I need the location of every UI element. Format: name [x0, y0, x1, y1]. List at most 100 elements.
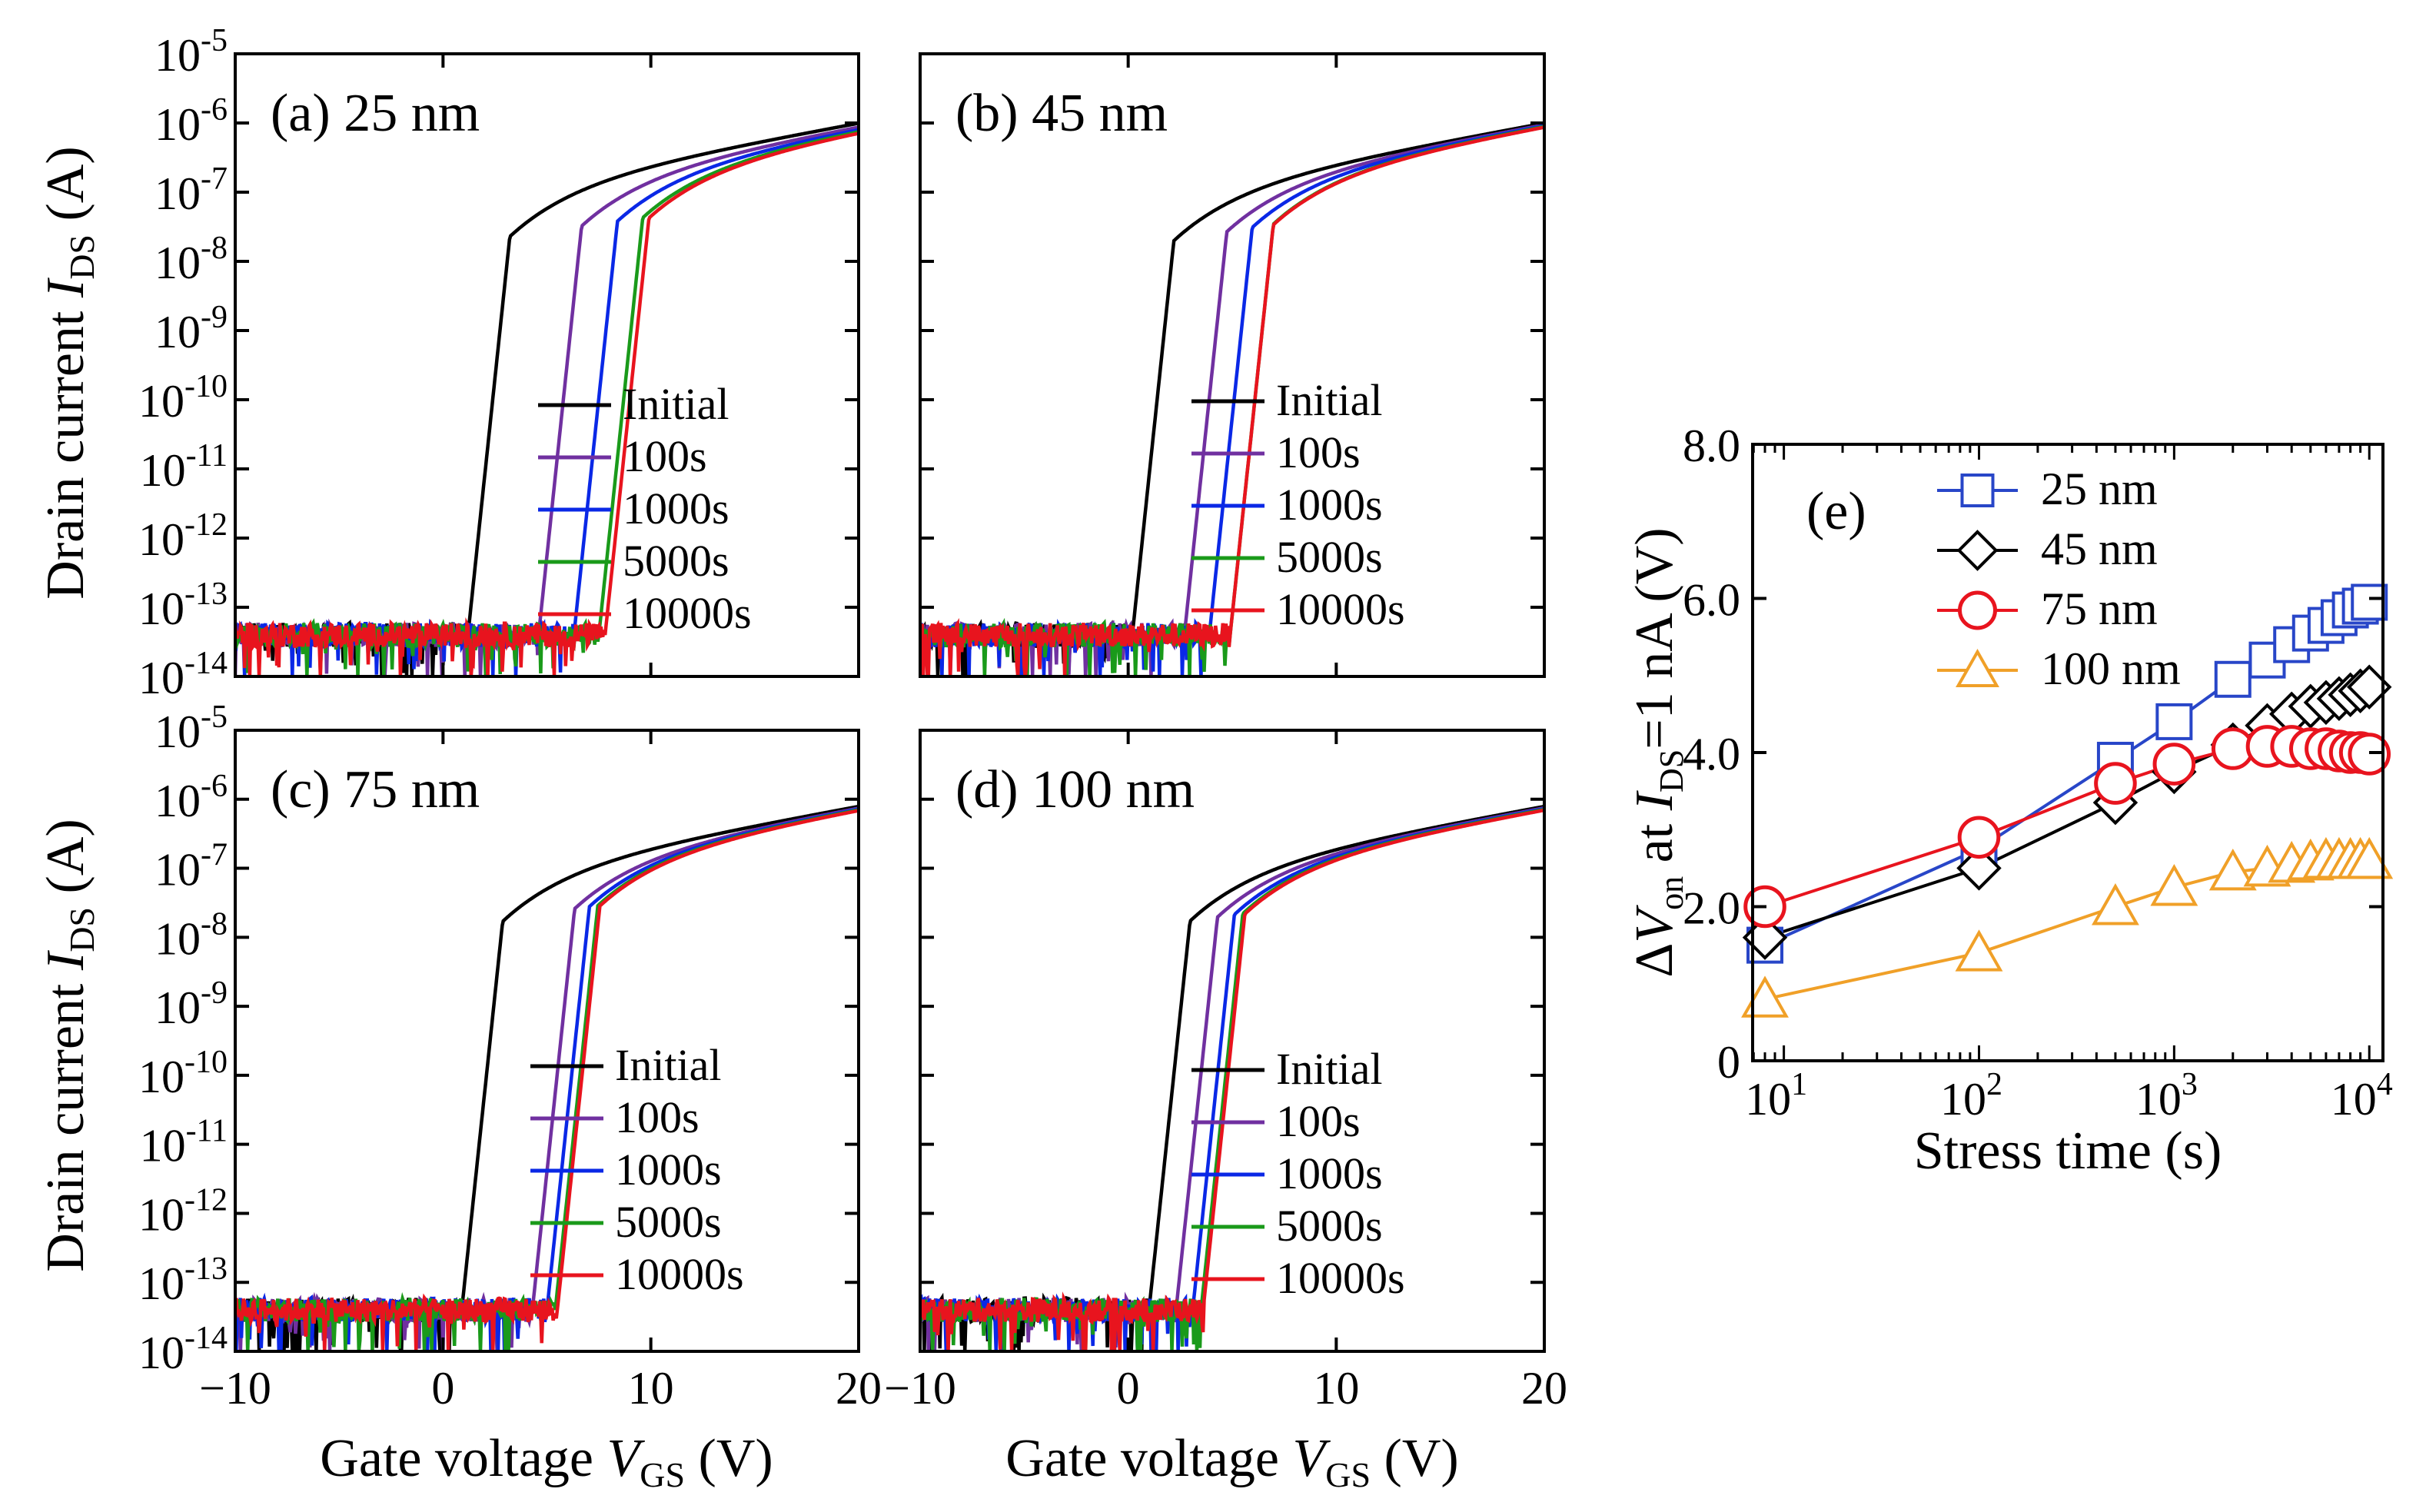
- panel-c: 10-14 10-13 10-12 10-11 10-10 10-9 10-8 10-7 10-…: [138, 700, 882, 1414]
- ylabel-bottom-group: Drain current IDS (A): [36, 819, 101, 1271]
- y-tick-label: 10-11: [140, 1114, 228, 1171]
- y-tick-label: 10-9: [155, 300, 228, 357]
- legend-label: Initial: [1276, 1044, 1383, 1094]
- y-tick-label: 10-10: [138, 1045, 228, 1102]
- legend-label: 100s: [1276, 1096, 1361, 1146]
- x-tick-label: 104: [2331, 1067, 2393, 1125]
- y-tick-label: 10-6: [155, 92, 228, 150]
- plot-frame: [919, 52, 1546, 678]
- legend-marker: [1958, 590, 1997, 630]
- y-tick-label: 10-11: [140, 438, 228, 496]
- x-tick-label: 20: [836, 1363, 882, 1414]
- y-tick-label: 2.0: [1683, 883, 1740, 934]
- panel-title: (c) 75 nm: [271, 760, 480, 819]
- data-point-100 nm: [1741, 975, 1789, 1018]
- curve-1000s: [235, 128, 859, 676]
- legend-marker: [1956, 648, 1999, 687]
- panel-title: (b) 45 nm: [955, 84, 1168, 143]
- panel-d: −10 0 10 20 (d) 100 nm Initial100s1000s5000s1…: [884, 729, 1567, 1414]
- legend-label: 100s: [623, 431, 707, 481]
- data-point-45 nm: [1956, 846, 2002, 891]
- data-point-100 nm: [2208, 848, 2257, 891]
- legend-label: 5000s: [1276, 532, 1383, 582]
- curve-5000s: [235, 808, 859, 1351]
- legend-label: Initial: [1276, 375, 1383, 425]
- legend-label: 1000s: [1276, 1148, 1383, 1198]
- legend-label: 1000s: [615, 1145, 722, 1195]
- data-point-75 nm: [1957, 816, 2001, 859]
- legend-label: 45 nm: [2041, 523, 2158, 574]
- x-tick-label: 10: [628, 1363, 674, 1414]
- legend-label: 100s: [615, 1092, 700, 1142]
- y-tick-label: 10-13: [138, 577, 228, 634]
- data-point-75 nm: [2094, 762, 2137, 805]
- data-point-100 nm: [2150, 863, 2198, 906]
- x-tick-label: −10: [199, 1363, 271, 1414]
- curve-Initial: [235, 121, 859, 676]
- curve-10000s: [920, 808, 1544, 1351]
- legend-label: 1000s: [1276, 480, 1383, 530]
- panel-title: (a) 25 nm: [271, 84, 480, 143]
- curve-10000s: [920, 125, 1544, 676]
- legend-label: 10000s: [1276, 1253, 1405, 1303]
- ylabel-bottom: Drain current IDS (A): [36, 819, 101, 1271]
- legend-marker: [1960, 474, 1995, 507]
- panel-e: 0 2.0 4.0 6.0 8.0 101 102 103 104 (e) 25 nm 45 nm 75…: [1625, 420, 2394, 1181]
- ylabel-top-group: Drain current IDS (A): [36, 146, 101, 599]
- y-tick-label: 10-5: [155, 23, 228, 81]
- y-tick-label: 10-7: [155, 838, 228, 896]
- x-tick-label: 10: [1313, 1363, 1359, 1414]
- y-tick-label: 4.0: [1683, 729, 1740, 779]
- legend-label: 5000s: [615, 1197, 722, 1247]
- data-point-75 nm: [2348, 733, 2391, 776]
- legend-label: 10000s: [1276, 584, 1405, 634]
- xlabel-left: Gate voltage VGS (V): [320, 1429, 773, 1494]
- data-point-25 nm: [2214, 660, 2252, 698]
- curve-Initial: [920, 804, 1544, 1351]
- legend-label: 5000s: [623, 536, 729, 586]
- ylabel-e-group: ΔVon at IDS=1 nA (V): [1625, 527, 1690, 977]
- plot-frame: [234, 52, 860, 678]
- data-point-100 nm: [2345, 836, 2394, 879]
- x-tick-label: −10: [884, 1363, 956, 1414]
- curve-Initial: [235, 804, 859, 1351]
- plot-frame: [919, 729, 1546, 1353]
- plot-frame: [234, 729, 860, 1353]
- x-tick-label: 102: [1940, 1067, 2002, 1125]
- ylabel-top: Drain current IDS (A): [36, 146, 101, 599]
- y-tick-label: 10-8: [155, 231, 228, 288]
- data-point-100 nm: [2092, 883, 2139, 925]
- curve-10000s: [235, 809, 859, 1351]
- y-tick-label: 10-8: [155, 906, 228, 964]
- y-tick-label: 10-6: [155, 769, 228, 826]
- x-tick-label: 0: [1117, 1363, 1140, 1414]
- y-tick-label: 10-12: [138, 507, 228, 565]
- xlabel-right: Gate voltage VGS (V): [1005, 1429, 1458, 1494]
- legend-marker: [1956, 530, 1999, 571]
- legend-label: 10000s: [623, 588, 752, 638]
- ylabel-e: ΔVon at IDS=1 nA (V): [1625, 527, 1690, 977]
- y-tick-label: 10-13: [138, 1251, 228, 1309]
- legend-label: 75 nm: [2041, 583, 2158, 634]
- legend-label: 10000s: [615, 1249, 744, 1299]
- legend-label: 100s: [1276, 427, 1361, 477]
- x-tick-label: 101: [1745, 1067, 1807, 1125]
- y-tick-label: 10-14: [138, 646, 228, 703]
- legend-label: 5000s: [1276, 1201, 1383, 1251]
- data-point-100 nm: [1955, 929, 2003, 972]
- data-point-25 nm: [2155, 703, 2193, 740]
- y-tick-label: 6.0: [1683, 575, 1740, 626]
- panel-title: (e): [1806, 482, 1866, 541]
- y-tick-label: 10-12: [138, 1182, 228, 1240]
- y-tick-label: 10-5: [155, 700, 228, 757]
- curve-10000s: [235, 131, 859, 676]
- data-point-25 nm: [2351, 583, 2388, 621]
- y-tick-label: 10-10: [138, 369, 228, 427]
- y-tick-label: 10-9: [155, 975, 228, 1033]
- legend-label: 100 nm: [2041, 643, 2181, 694]
- legend-label: Initial: [623, 379, 729, 429]
- x-tick-label: 103: [2135, 1067, 2198, 1125]
- data-point-75 nm: [2152, 743, 2196, 786]
